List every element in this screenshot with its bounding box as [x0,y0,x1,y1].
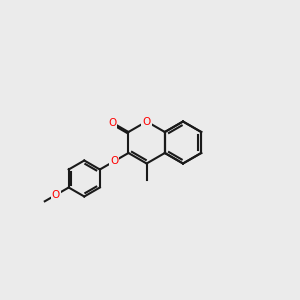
Text: O: O [110,156,118,166]
Text: O: O [108,118,116,128]
Text: O: O [142,116,151,127]
Text: O: O [52,190,60,200]
